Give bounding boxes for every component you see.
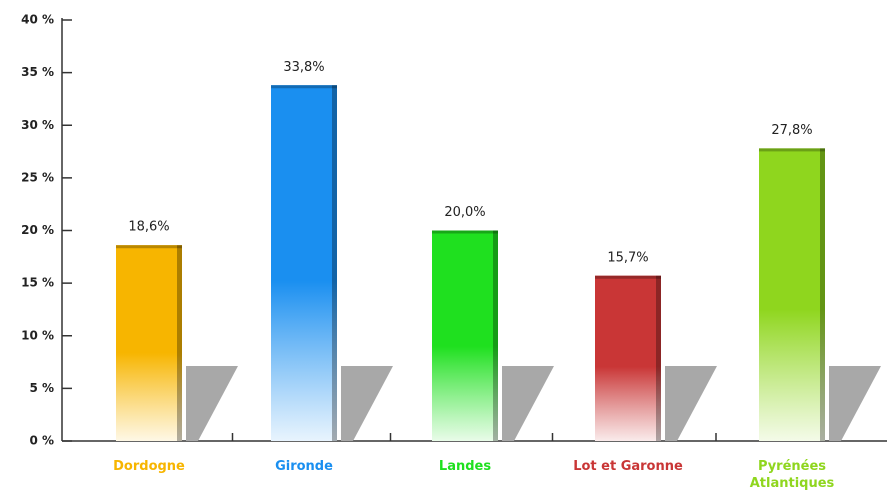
bar-edge: [177, 245, 182, 441]
y-tick-label: 0 %: [29, 434, 54, 448]
bar: [116, 245, 182, 441]
value-label: 18,6%: [128, 220, 169, 235]
bar-edge: [493, 230, 498, 441]
value-label: 27,8%: [771, 123, 812, 138]
x-tick-label: Dordogne: [113, 459, 185, 474]
bar: [432, 230, 498, 441]
x-tick-label: Gironde: [275, 459, 333, 474]
bar-top-edge: [271, 85, 337, 89]
y-tick-label: 20 %: [21, 223, 54, 237]
bar-shadow: [341, 366, 393, 441]
x-tick-label: Lot et Garonne: [573, 459, 683, 474]
bar: [759, 148, 825, 441]
x-tick-label: Landes: [438, 459, 492, 474]
bar-top-edge: [595, 275, 661, 279]
bar-shadow: [829, 366, 881, 441]
bar-shadow: [502, 366, 554, 441]
bar: [595, 275, 661, 441]
bar-edge: [820, 148, 825, 441]
y-tick-label: 5 %: [29, 381, 54, 395]
y-tick-label: 25 %: [21, 170, 54, 184]
value-label: 20,0%: [444, 205, 485, 220]
bar-shadow: [665, 366, 717, 441]
bar-top-edge: [432, 230, 498, 234]
bar: [271, 85, 337, 441]
x-tick-label: Pyrénées Atlantiques: [749, 459, 835, 491]
bar-top-edge: [116, 245, 182, 249]
value-label: 33,8%: [283, 60, 324, 75]
y-tick-label: 10 %: [21, 328, 54, 342]
bar-top-edge: [759, 148, 825, 152]
y-tick-label: 40 %: [21, 13, 54, 27]
y-tick-label: 15 %: [21, 276, 54, 290]
y-tick-label: 35 %: [21, 65, 54, 79]
bar-shadow: [186, 366, 238, 441]
bar-edge: [656, 275, 661, 441]
value-label: 15,7%: [607, 250, 648, 265]
y-tick-label: 30 %: [21, 118, 54, 132]
bar-edge: [332, 85, 337, 441]
